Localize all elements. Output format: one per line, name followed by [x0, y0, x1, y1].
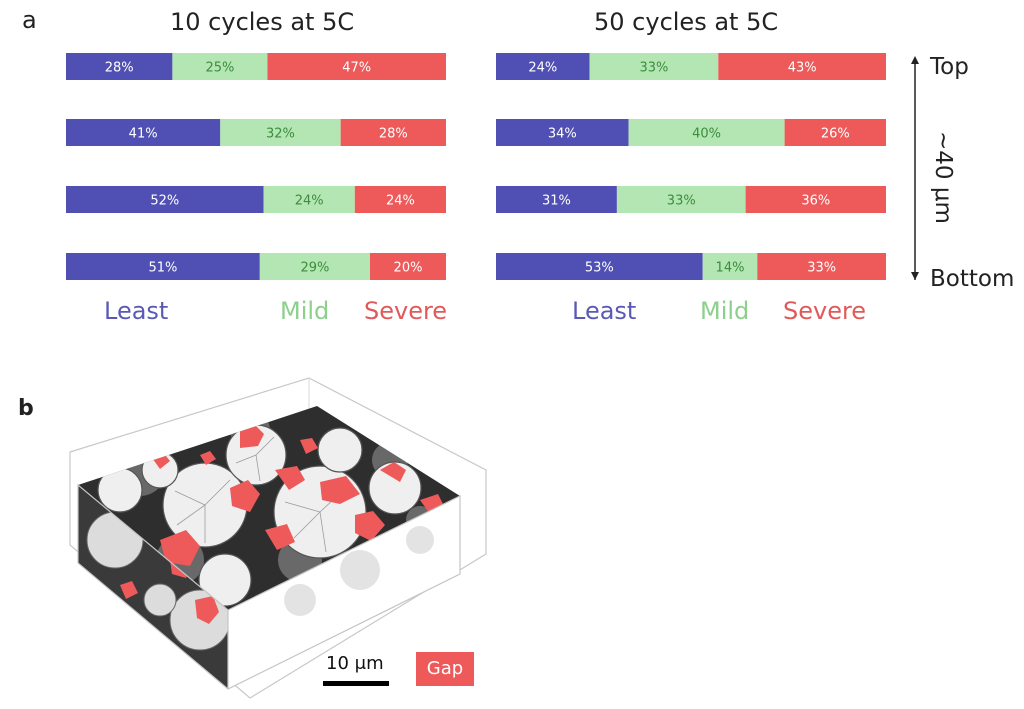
bar-value-label: 24%	[528, 61, 557, 76]
bar-value-label: 33%	[667, 194, 696, 209]
bar-segment-severe	[718, 53, 886, 80]
bar-segment-severe	[267, 53, 446, 80]
bar-segment-least	[496, 53, 590, 80]
bar-segment-least	[66, 53, 173, 80]
bar-segment-severe	[757, 253, 886, 280]
bar-segment-mild	[702, 253, 758, 280]
legend-least-left: Least	[104, 297, 169, 325]
bar-value-label: 51%	[148, 261, 177, 276]
bar-segment-severe	[784, 119, 886, 146]
bar-value-label: 34%	[548, 127, 577, 142]
bar-value-label: 25%	[205, 61, 234, 76]
bar-segment-severe	[745, 186, 886, 213]
bar-segment-least	[496, 253, 703, 280]
bar-segment-mild	[628, 119, 785, 146]
bar-value-label: 28%	[105, 61, 134, 76]
bar-value-label: 41%	[129, 127, 158, 142]
bar-segment-mild	[616, 186, 746, 213]
bar-value-label: 24%	[295, 194, 324, 209]
bar-value-label: 26%	[821, 127, 850, 142]
bar-value-label: 33%	[807, 261, 836, 276]
bar-segment-severe	[354, 186, 446, 213]
gap-legend-swatch: Gap	[416, 652, 474, 686]
bar-value-label: 20%	[394, 261, 423, 276]
panel-b-letter: b	[18, 396, 34, 421]
scale-bar-label: 10 μm	[326, 653, 384, 674]
depth-bottom-label: Bottom	[930, 266, 1015, 292]
legend-severe-right: Severe	[783, 297, 867, 325]
chart-title-50-cycles: 50 cycles at 5C	[594, 8, 779, 36]
bar-value-label: 28%	[379, 127, 408, 142]
bar-segment-severe	[340, 119, 446, 146]
bar-segment-mild	[263, 186, 355, 213]
legend-mild-left: Mild	[280, 297, 330, 325]
stacked-bar-charts: 28% 25% 47% 41% 32% 28% 52% 24% 24% 51% 29% 20% 24% 3…	[66, 53, 886, 280]
bar-value-label: 32%	[266, 127, 295, 142]
scale-bar	[323, 681, 389, 686]
bar-value-label: 40%	[692, 127, 721, 142]
bar-value-label: 43%	[788, 61, 817, 76]
bar-value-label: 14%	[716, 261, 745, 276]
panel-a-letter: a	[22, 6, 37, 34]
legend-least-right: Least	[572, 297, 637, 325]
legend-severe-left: Severe	[364, 297, 448, 325]
depth-top-label: Top	[930, 54, 969, 80]
bar-value-label: 36%	[801, 194, 830, 209]
bar-value-label: 31%	[542, 194, 571, 209]
bar-segment-mild	[589, 53, 719, 80]
bar-value-label: 53%	[585, 261, 614, 276]
bar-value-label: 24%	[386, 194, 415, 209]
bar-value-label: 52%	[150, 194, 179, 209]
bar-value-label: 33%	[639, 61, 668, 76]
bar-segment-least	[66, 119, 221, 146]
bar-segment-least	[66, 253, 260, 280]
bar-value-label: 29%	[300, 261, 329, 276]
bar-segment-severe	[370, 253, 446, 280]
bar-segment-mild	[172, 53, 268, 80]
bar-segment-mild	[220, 119, 341, 146]
bar-segment-mild	[259, 253, 370, 280]
bar-value-label: 47%	[342, 61, 371, 76]
bar-segment-least	[496, 119, 629, 146]
bar-segment-least	[66, 186, 264, 213]
depth-arrow	[911, 56, 919, 280]
chart-title-10-cycles: 10 cycles at 5C	[170, 8, 355, 36]
legend-mild-right: Mild	[700, 297, 750, 325]
bar-segment-least	[496, 186, 617, 213]
